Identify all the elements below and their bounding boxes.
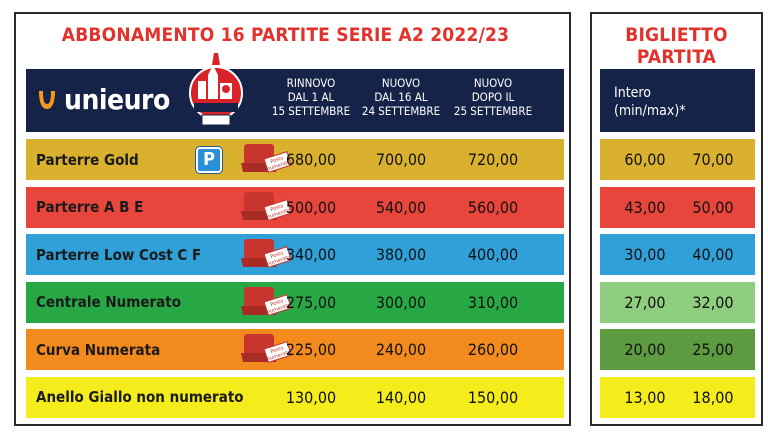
match-ticket-row: 43,00 50,00	[600, 186, 755, 228]
match-ticket-row: 30,00 40,00	[600, 234, 755, 275]
price-cell: 310,00	[467, 292, 519, 312]
sector-label: Anello Giallo non numerato	[36, 388, 244, 406]
max-price-cell: 70,00	[692, 150, 734, 169]
min-price-cell: 27,00	[624, 292, 666, 312]
price-cell: 140,00	[375, 387, 427, 407]
price-cell: 300,00	[375, 292, 427, 312]
match-ticket-row: 13,00 18,00	[600, 376, 755, 418]
match-ticket-row: 20,00 25,00	[600, 329, 755, 370]
max-price-cell: 18,00	[692, 387, 734, 407]
match-ticket-row: 60,00 70,00	[600, 139, 755, 180]
price-cell: 130,00	[285, 387, 337, 407]
season-ticket-title: ABBONAMENTO 16 PARTITE SERIE A2 2022/23	[61, 24, 510, 46]
svg-text:Posto: Posto	[270, 298, 285, 308]
season-ticket-panel: ABBONAMENTO 16 PARTITE SERIE A2 2022/23 …	[14, 12, 571, 426]
min-price-cell: 43,00	[624, 197, 666, 217]
price-cell: 540,00	[375, 197, 427, 217]
brand-logo: unieuro	[36, 83, 170, 116]
season-ticket-row: Parterre Gold P Posto numerato 680,00 700,00 7…	[26, 139, 564, 180]
svg-text:Posto: Posto	[270, 203, 285, 213]
season-ticket-row: Centrale Numerato Posto numerato 275,00 300,…	[26, 281, 564, 323]
match-ticket-row: 27,00 32,00	[600, 281, 755, 323]
price-cell: 680,00	[285, 150, 337, 169]
season-ticket-row: Curva Numerata Posto numerato 225,00 240,00 2…	[26, 329, 564, 370]
max-price-cell: 50,00	[692, 197, 734, 217]
min-price-cell: 60,00	[624, 150, 666, 169]
price-cell: 380,00	[375, 245, 427, 264]
price-cell: 700,00	[375, 150, 427, 169]
brand-name: unieuro	[64, 83, 170, 116]
column-header-nuovo-16-24: NUOVO DAL 16 AL 24 SETTEMBRE	[361, 76, 441, 118]
sector-label: Parterre Gold	[36, 150, 139, 169]
pallacanestro-forli-badge-icon	[189, 53, 243, 126]
match-ticket-header: Intero (min/max)*	[600, 69, 755, 132]
svg-text:Posto: Posto	[270, 345, 285, 355]
max-price-cell: 32,00	[692, 292, 734, 312]
price-cell: 500,00	[285, 197, 337, 217]
season-ticket-row: Parterre A B E Posto numerato 500,00 540,00 5…	[26, 186, 564, 228]
column-header-nuovo-dopo-25: NUOVO DOPO IL 25 SETTEMBRE	[453, 76, 533, 118]
price-cell: 275,00	[285, 292, 337, 312]
season-ticket-row: Anello Giallo non numerato 130,00 140,00 15…	[26, 376, 564, 418]
min-price-cell: 13,00	[624, 387, 666, 407]
unieuro-logo-icon	[39, 90, 55, 109]
sector-label: Curva Numerata	[36, 340, 161, 359]
sector-label: Centrale Numerato	[36, 293, 181, 311]
sector-label: Parterre A B E	[36, 198, 144, 216]
season-ticket-header: unieuro RINNOVO DAL 1 AL 15 SETTEMBRE NUOV…	[26, 53, 564, 132]
price-cell: 225,00	[285, 340, 337, 359]
column-header-rinnovo: RINNOVO DAL 1 AL 15 SETTEMBRE	[271, 76, 351, 118]
price-cell: 720,00	[467, 150, 519, 169]
price-cell: 560,00	[467, 197, 519, 217]
price-cell: 400,00	[467, 245, 519, 264]
min-price-cell: 30,00	[624, 245, 666, 264]
match-ticket-panel: BIGLIETTO PARTITA Intero (min/max)* 60,00…	[590, 12, 763, 426]
price-cell: 150,00	[467, 387, 519, 407]
price-cell: 260,00	[467, 340, 519, 359]
price-cell: 240,00	[375, 340, 427, 359]
max-price-cell: 40,00	[692, 245, 734, 264]
svg-text:Posto: Posto	[270, 155, 285, 165]
parking-icon: P	[196, 147, 222, 173]
min-price-cell: 20,00	[624, 340, 666, 359]
sector-label: Parterre Low Cost C F	[36, 245, 202, 264]
season-ticket-row: Parterre Low Cost C F Posto numerato 340,00…	[26, 234, 564, 275]
match-ticket-column-label: Intero (min/max)*	[614, 85, 686, 119]
price-cell: 340,00	[285, 245, 337, 264]
match-ticket-title: BIGLIETTO PARTITA	[625, 24, 728, 68]
svg-text:Posto: Posto	[270, 250, 285, 260]
max-price-cell: 25,00	[692, 340, 734, 359]
